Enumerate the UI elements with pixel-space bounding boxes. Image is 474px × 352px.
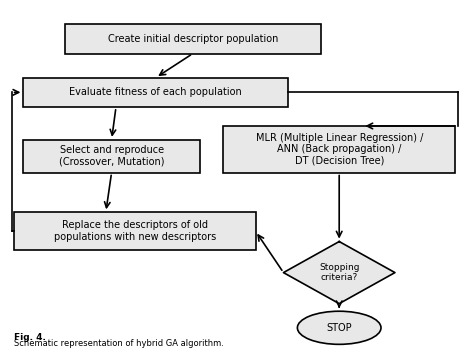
Text: Select and reproduce
(Crossover, Mutation): Select and reproduce (Crossover, Mutatio…	[59, 145, 164, 167]
FancyBboxPatch shape	[14, 212, 255, 250]
Text: MLR (Multiple Linear Regression) /
ANN (Back propagation) /
DT (Decision Tree): MLR (Multiple Linear Regression) / ANN (…	[255, 133, 423, 166]
Text: Evaluate fitness of each population: Evaluate fitness of each population	[69, 87, 242, 98]
Polygon shape	[283, 241, 395, 304]
FancyBboxPatch shape	[23, 78, 288, 107]
Text: STOP: STOP	[327, 323, 352, 333]
Text: Stopping
criteria?: Stopping criteria?	[319, 263, 359, 282]
FancyBboxPatch shape	[65, 24, 320, 54]
Text: Replace the descriptors of old
populations with new descriptors: Replace the descriptors of old populatio…	[54, 220, 216, 242]
Text: Fig. 4.: Fig. 4.	[14, 333, 46, 341]
FancyBboxPatch shape	[23, 140, 200, 172]
Text: Schematic representation of hybrid GA algorithm.: Schematic representation of hybrid GA al…	[14, 339, 224, 348]
Ellipse shape	[297, 311, 381, 344]
FancyBboxPatch shape	[223, 126, 456, 172]
Text: Create initial descriptor population: Create initial descriptor population	[108, 34, 278, 44]
